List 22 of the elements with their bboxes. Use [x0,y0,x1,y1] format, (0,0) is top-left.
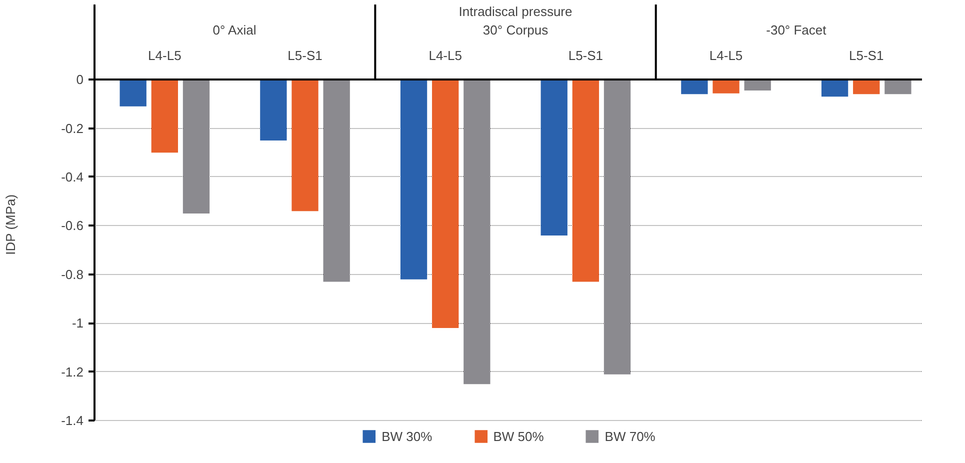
y-tick-label: -0.6 [61,218,84,234]
text: 30° Corpus [482,22,549,38]
chart-title: Intradiscal pressure [458,4,572,19]
text: -30° Facet [766,22,827,38]
x-tick-label: L4-L5 [428,48,462,64]
x-tick-label: L5-S1 [288,48,322,64]
x-tick-label: L5-S1 [849,48,884,64]
text: 0° Axial [212,22,256,38]
y-axis-title: IDP (MPa) [3,194,18,255]
y-tick-label: -0.2 [61,120,84,136]
x-tick-label: L5-S1 [568,48,604,64]
legend-label: BW 50% [493,428,544,444]
y-tick-label: -0.8 [61,266,84,282]
y-tick-label: 0 [76,72,84,88]
x-tick-label: L4-L5 [709,48,743,64]
legend-label: BW 30% [382,428,432,444]
y-tick-label: -0.4 [61,169,84,184]
y-tick-label: -1.2 [61,364,84,380]
x-tick-label: L4-L5 [148,48,182,64]
legend-label: BW 70% [604,428,656,444]
y-tick-label: -1.4 [61,413,84,428]
y-tick-label: -1 [72,316,84,331]
